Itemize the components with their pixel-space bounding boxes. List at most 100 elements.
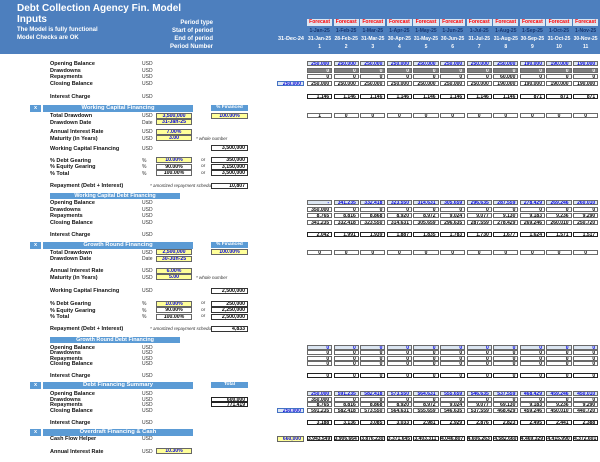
value-cell: 8,920 — [386, 213, 412, 219]
flag-cell: 0 — [413, 249, 439, 255]
value-cell: 0 — [360, 350, 386, 356]
row-label-repayment-debt-interest: Repayment (Debt + Interest) — [50, 326, 124, 332]
section-toggle-growth-round-financing[interactable]: x — [30, 241, 41, 249]
input-maturity-in-years[interactable]: 3.00 — [156, 135, 192, 142]
input-total-drawdown[interactable]: 2,500,000 — [156, 249, 192, 256]
value-cell: 250,000 — [307, 80, 333, 86]
value-cell: 9,024 — [440, 213, 466, 219]
flag-cell: 0 — [573, 113, 599, 119]
unit-label: USD — [142, 67, 153, 74]
value-cell: 0 — [440, 361, 466, 367]
input-percent-financed[interactable]: 100.00% — [211, 112, 248, 119]
value-cell: 0 — [573, 355, 599, 361]
value-cell: 0 — [307, 372, 333, 378]
value-cell: 0 — [440, 67, 466, 73]
value-cell: 0 — [307, 361, 333, 367]
value-cell: 871 — [519, 94, 545, 100]
value-cell: 0 — [386, 396, 412, 402]
value-cell: 305,659 — [413, 219, 439, 225]
value-cell: 0 — [440, 74, 466, 80]
input-drawdown-date[interactable]: 31-Jan-25 — [156, 119, 192, 126]
value-cell: 250,000 — [333, 80, 359, 86]
input-total-drawdown[interactable]: 3,500,000 — [156, 112, 192, 119]
input-debt-gearing[interactable]: 10.00% — [156, 157, 192, 164]
value-cell: 564,631 — [413, 391, 439, 397]
flag-cell: 0 — [466, 249, 492, 255]
period-type-cell: Forecast — [573, 19, 599, 26]
value-cell: 0 — [493, 396, 519, 402]
period-number: 8 — [504, 44, 508, 50]
value-cell: 305,659 — [440, 200, 466, 206]
input-drawdown-date[interactable]: 30-Jun-25 — [156, 255, 192, 262]
period-type-cell: Forecast — [307, 19, 333, 26]
unit-label: USD — [142, 213, 153, 219]
input-debt-gearing[interactable]: 10.00% — [156, 300, 192, 307]
actual-end-date: 31-Dec-24 — [278, 36, 304, 42]
value-cell: 582,418 — [333, 407, 359, 413]
input-percent-financed[interactable]: 100.00% — [211, 249, 248, 256]
value-cell: 0 — [466, 67, 492, 73]
value-cell: 4,415,990 — [546, 436, 572, 442]
period-end-date: 30-Apr-25 — [387, 36, 411, 42]
value-cell: 459,246 — [546, 391, 572, 397]
value-cell: 555,659 — [413, 407, 439, 413]
value-cell: 0 — [546, 206, 572, 212]
value-cell: 0 — [573, 74, 599, 80]
value-cell: 0 — [466, 74, 492, 80]
value-cell: 296,635 — [440, 219, 466, 225]
value-cell: 2,981 — [413, 419, 439, 425]
period-number-label: Period Number — [169, 43, 213, 50]
actual-period-value-cash-flow-helper[interactable]: 660,000 — [277, 436, 304, 442]
page-title: Debt Collection Agency Fin. Model Inputs — [17, 3, 181, 25]
value-cell: 555,659 — [440, 391, 466, 397]
period-type-cell: Forecast — [440, 19, 466, 26]
value-cell: 0 — [307, 344, 333, 350]
actual-period-value-closing-balance: 250,000 — [277, 407, 304, 414]
unit-label: % — [142, 307, 147, 314]
period-start-date: 1-Oct-25 — [548, 28, 569, 34]
value-cell: 1,517 — [573, 232, 599, 238]
row-label-total: % Total — [50, 314, 70, 320]
value-cell: 0 — [519, 67, 545, 73]
row-label-annual-interest-rate: Annual Interest Rate — [50, 268, 104, 274]
flag-cell: 0 — [493, 113, 519, 119]
input-annual-interest-rate[interactable]: 6.00% — [156, 267, 192, 274]
row-label-cash-flow-helper: Cash Flow Helper — [50, 436, 97, 442]
total-value-repayments: 771,419 — [211, 402, 248, 408]
value-cell: 341,235 — [307, 219, 333, 225]
value-cell: 314,631 — [413, 200, 439, 206]
period-end-date: 30-Jun-25 — [440, 36, 465, 42]
value-cell: 0 — [386, 350, 412, 356]
row-label-interest-charge: Interest Charge — [50, 372, 91, 379]
flag-cell: 0 — [573, 249, 599, 255]
flag-cell: 0 — [546, 113, 572, 119]
period-number: 5 — [424, 44, 428, 50]
section-toggle-working-capital-financing[interactable]: x — [30, 105, 41, 112]
value-cell: 3,906,664 — [333, 436, 359, 442]
value-cell: 0 — [519, 355, 545, 361]
value-cell: 3,188 — [307, 419, 333, 425]
calc-value-total: 2,500,000 — [211, 313, 248, 320]
row-label-closing-balance: Closing Balance — [50, 361, 93, 367]
value-cell: 1,146 — [360, 94, 386, 100]
input-maturity-in-years[interactable]: 5.00 — [156, 274, 192, 281]
value-cell: 250,000 — [307, 61, 333, 67]
period-number: 1 — [318, 44, 321, 50]
unit-label: USD — [142, 94, 153, 100]
value-cell: 0 — [493, 372, 519, 378]
section-toggle-overdraft-financing-cash[interactable]: x — [30, 428, 41, 436]
flag-cell: 0 — [519, 113, 545, 119]
value-cell: 0 — [573, 344, 599, 350]
unit-label: USD — [142, 268, 153, 274]
period-type-cell: Forecast — [333, 19, 359, 26]
input-annual-interest-rate[interactable]: 7.00% — [156, 128, 192, 135]
input-annual-interest-rate[interactable]: 10.30% — [156, 448, 192, 455]
section-toggle-debt-financing-summary[interactable]: x — [30, 382, 41, 389]
value-cell: 1,677 — [493, 232, 519, 238]
value-cell: 0 — [386, 74, 412, 80]
row-label-equity-gearing: % Equity Gearing — [50, 164, 96, 170]
value-cell: 9,290 — [573, 402, 599, 408]
value-cell: 537,559 — [493, 391, 519, 397]
value-cell: 459,246 — [519, 407, 545, 413]
value-cell: 9,077 — [466, 402, 492, 408]
